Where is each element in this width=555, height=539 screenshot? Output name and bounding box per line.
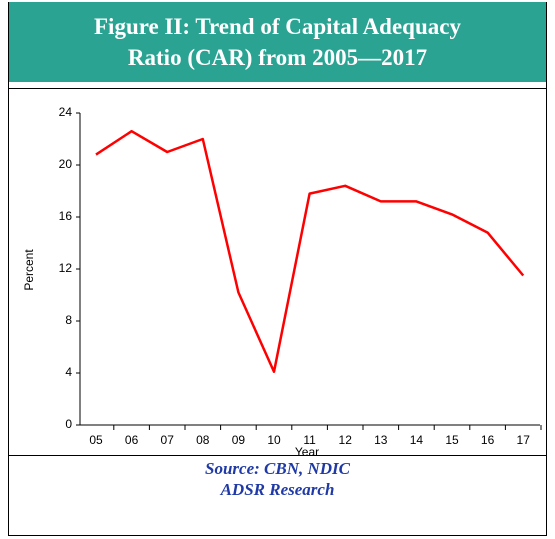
separator [9,88,546,89]
y-axis-label: Percent [22,249,36,291]
frame: Figure II: Trend of Capital Adequacy Rat… [8,2,547,536]
x-tick-label: 16 [481,433,495,447]
y-tick-label: 12 [59,261,73,275]
y-tick-label: 0 [65,417,72,431]
data-line [95,129,525,373]
x-tick-label: 12 [339,433,353,447]
x-tick-label: 13 [374,433,388,447]
x-tick-label: 06 [125,433,139,447]
y-tick-label: 8 [65,313,72,327]
y-tick-label: 4 [65,365,72,379]
source-line: ADSR Research [220,480,335,499]
y-tick-label: 16 [59,209,73,223]
source-line: Source: CBN, NDIC [205,459,350,478]
chart-title: Figure II: Trend of Capital Adequacy Rat… [9,2,546,82]
separator [9,455,546,456]
y-tick-label: 20 [59,157,73,171]
x-tick-label: 15 [445,433,459,447]
x-tick-label: 08 [196,433,210,447]
x-axis-label: Year [295,445,319,459]
y-tick-label: 24 [59,105,73,119]
source: Source: CBN, NDIC ADSR Research [9,458,546,500]
x-tick-label: 09 [232,433,246,447]
x-tick-label: 17 [517,433,531,447]
x-tick-label: 10 [267,433,281,447]
x-tick-label: 05 [89,433,103,447]
x-tick-label: 11 [303,433,316,447]
x-tick-label: 14 [410,433,424,447]
x-tick-label: 07 [161,433,175,447]
